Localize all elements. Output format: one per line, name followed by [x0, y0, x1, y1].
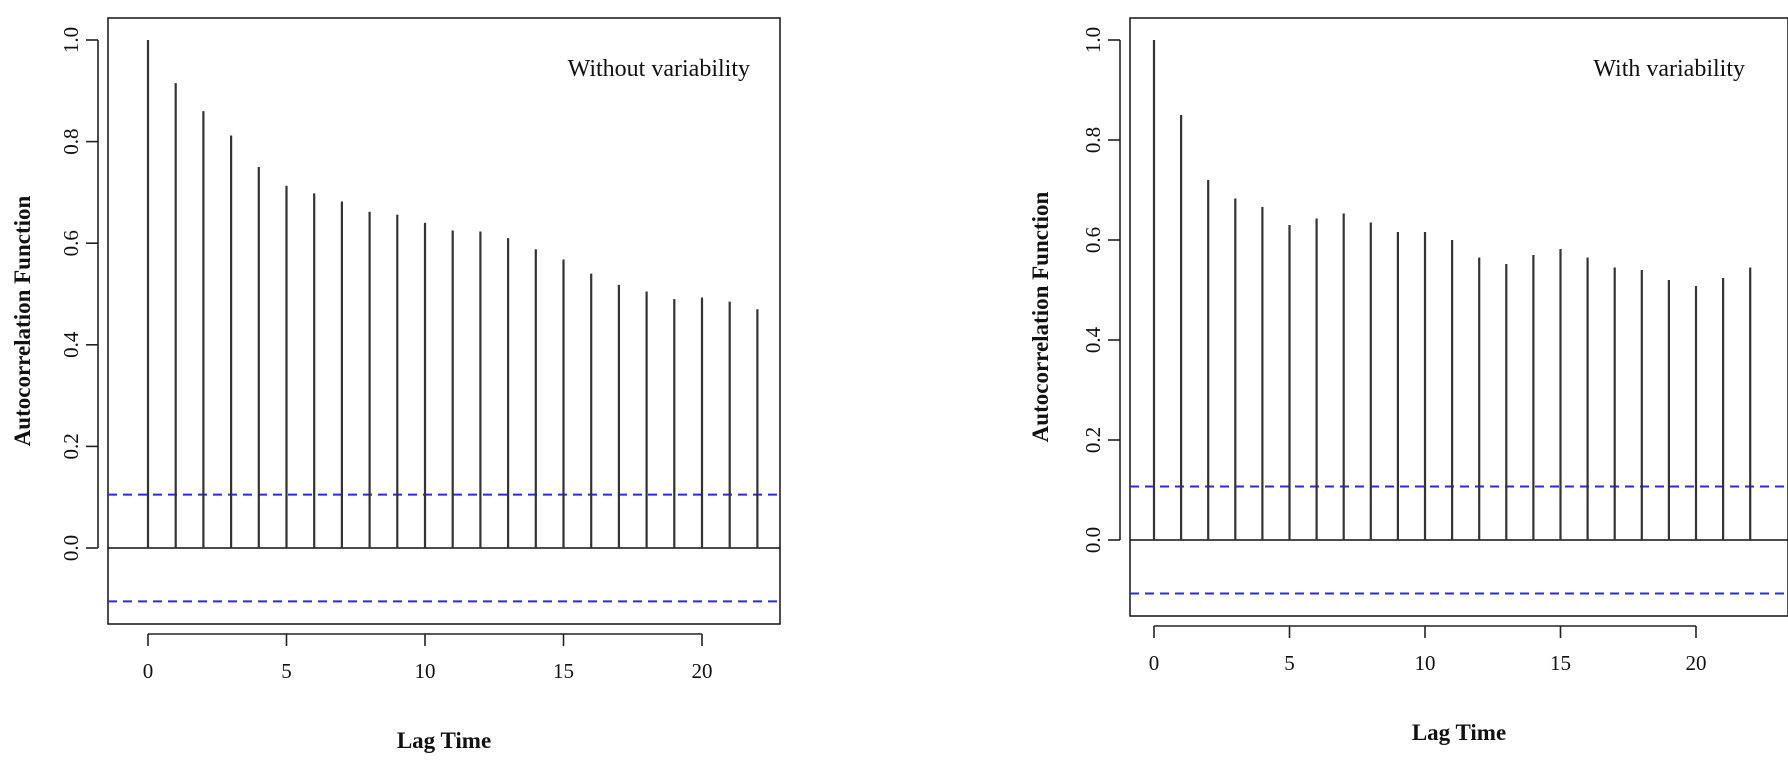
y-tick-label: 1.0 — [1081, 27, 1105, 53]
y-tick-label: 0.4 — [1081, 326, 1105, 353]
y-tick-label: 0.2 — [1081, 427, 1105, 453]
x-axis-title: Lag Time — [397, 728, 491, 753]
acf-panel-with-variability: 0 5 10 15 20 0.0 0.2 0.4 0.6 0.8 1.0 Lag Time Autoco… — [1028, 17, 1788, 745]
plot-frame — [107, 17, 781, 625]
y-axis-title: Autocorrelation Function — [1028, 191, 1053, 442]
x-tick-label: 20 — [692, 659, 713, 683]
y-tick-label: 0.6 — [1081, 227, 1105, 253]
y-tick-label: 1.0 — [59, 27, 83, 53]
x-tick-label: 10 — [415, 659, 436, 683]
plot-frame — [1129, 17, 1788, 617]
y-axis-title: Autocorrelation Function — [10, 195, 35, 446]
x-axis-title: Lag Time — [1412, 720, 1506, 745]
y-tick-label: 0.8 — [59, 128, 83, 154]
y-tick-label: 0.2 — [59, 433, 83, 459]
x-tick-label: 15 — [553, 659, 574, 683]
y-tick-label: 0.8 — [1081, 127, 1105, 153]
y-tick-label: 0.0 — [1081, 527, 1105, 553]
y-tick-label: 0.4 — [59, 331, 83, 358]
x-tick-label: 20 — [1686, 651, 1707, 675]
x-tick-label: 5 — [1284, 651, 1295, 675]
x-tick-label: 0 — [143, 659, 154, 683]
x-tick-label: 5 — [281, 659, 292, 683]
panel-annotation: With variability — [1593, 56, 1745, 82]
x-tick-label: 0 — [1149, 651, 1160, 675]
x-tick-label: 10 — [1415, 651, 1436, 675]
acf-panel-without-variability: 0 5 10 15 20 0.0 0.2 0.4 0.6 0.8 1.0 Lag Time Autoco… — [10, 17, 781, 753]
panel-annotation: Without variability — [568, 56, 750, 82]
y-tick-label: 0.6 — [59, 230, 83, 256]
x-tick-label: 15 — [1550, 651, 1571, 675]
y-tick-label: 0.0 — [59, 535, 83, 561]
